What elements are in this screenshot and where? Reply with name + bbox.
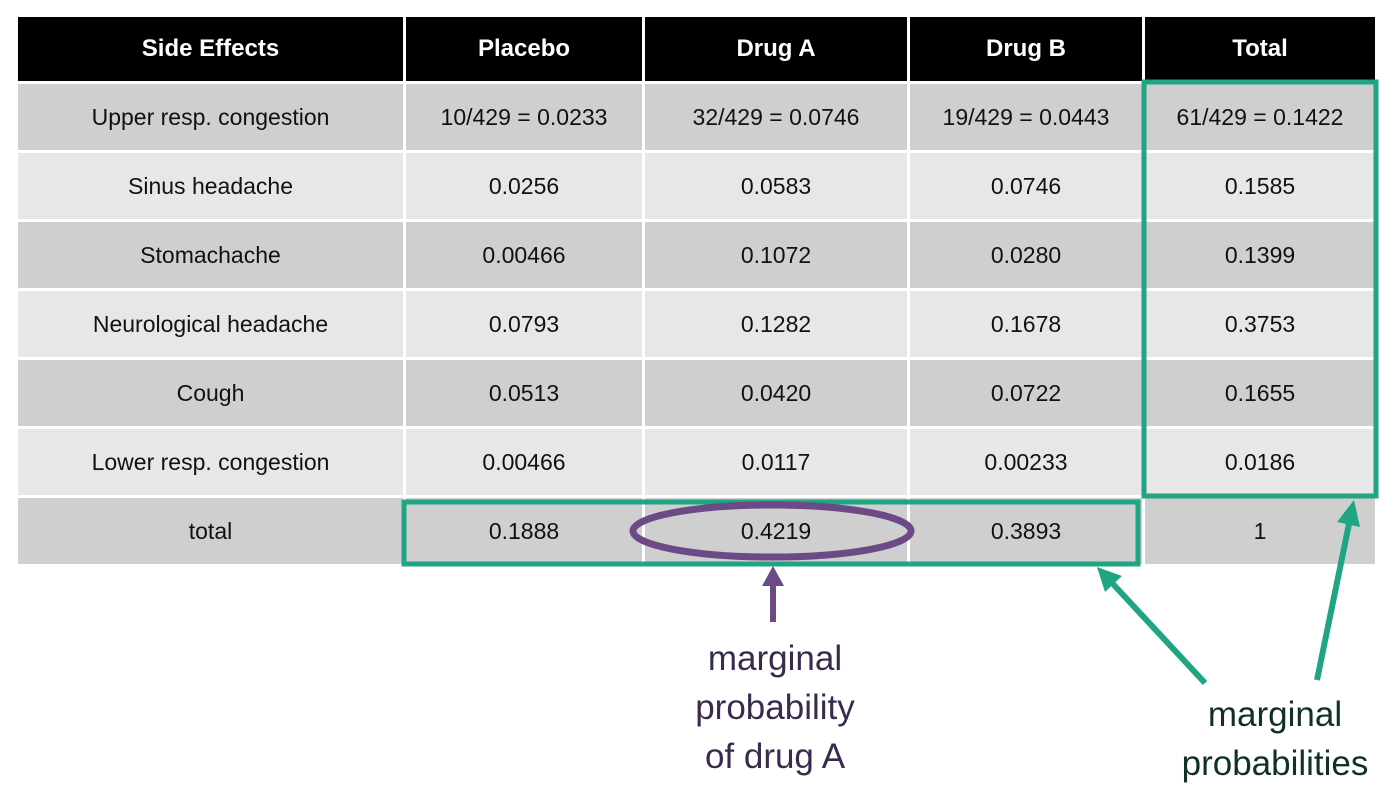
callout-line: marginal	[707, 639, 843, 678]
cell-drug-b: 0.1678	[910, 291, 1142, 357]
table-row: Cough 0.0513 0.0420 0.0722 0.1655	[18, 360, 1375, 426]
header-drug-b: Drug B	[910, 17, 1142, 81]
row-label: Stomachache	[18, 222, 403, 288]
row-label: Lower resp. congestion	[18, 429, 403, 495]
callout-line: marginal	[1207, 695, 1343, 734]
cell-drug-b: 0.0746	[910, 153, 1142, 219]
table-row: Neurological headache 0.0793 0.1282 0.16…	[18, 291, 1375, 357]
purple-arrow	[762, 566, 784, 622]
cell-placebo: 0.0793	[406, 291, 642, 357]
cell-drug-b: 0.0280	[910, 222, 1142, 288]
cell-drug-a: 0.1072	[645, 222, 907, 288]
row-label: Neurological headache	[18, 291, 403, 357]
cell-placebo: 0.0513	[406, 360, 642, 426]
cell-drug-b: 0.00233	[910, 429, 1142, 495]
cell-drug-a: 0.0117	[645, 429, 907, 495]
cell-drug-a: 0.0583	[645, 153, 907, 219]
table-row: Upper resp. congestion 10/429 = 0.0233 3…	[18, 84, 1375, 150]
row-label-total: total	[18, 498, 403, 564]
cell-drug-a-total: 0.4219	[645, 498, 907, 564]
total-row: total 0.1888 0.4219 0.3893 1	[18, 498, 1375, 564]
header-total: Total	[1145, 17, 1375, 81]
callout-line: probability	[695, 688, 855, 727]
callout-line: probabilities	[1181, 744, 1369, 783]
cell-placebo: 0.00466	[406, 429, 642, 495]
header-side-effects: Side Effects	[18, 17, 403, 81]
cell-total: 0.3753	[1145, 291, 1375, 357]
header-drug-a: Drug A	[645, 17, 907, 81]
row-label: Cough	[18, 360, 403, 426]
green-arrow-row	[1097, 567, 1208, 686]
table-row: Sinus headache 0.0256 0.0583 0.0746 0.15…	[18, 153, 1375, 219]
cell-total: 0.1585	[1145, 153, 1375, 219]
callout-line: of drug A	[704, 737, 846, 776]
cell-drug-a: 32/429 = 0.0746	[645, 84, 907, 150]
cell-drug-a: 0.1282	[645, 291, 907, 357]
table-row: Stomachache 0.00466 0.1072 0.0280 0.1399	[18, 222, 1375, 288]
drug-a-marginal-callout: marginal probability of drug A	[650, 634, 900, 781]
cell-drug-b: 0.0722	[910, 360, 1142, 426]
header-placebo: Placebo	[406, 17, 642, 81]
cell-total: 0.1655	[1145, 360, 1375, 426]
table-row: Lower resp. congestion 0.00466 0.0117 0.…	[18, 429, 1375, 495]
cell-placebo-total: 0.1888	[406, 498, 642, 564]
cell-total: 61/429 = 0.1422	[1145, 84, 1375, 150]
row-label: Upper resp. congestion	[18, 84, 403, 150]
cell-total: 0.1399	[1145, 222, 1375, 288]
header-row: Side Effects Placebo Drug A Drug B Total	[18, 17, 1375, 81]
cell-drug-a: 0.0420	[645, 360, 907, 426]
cell-total: 0.0186	[1145, 429, 1375, 495]
probability-table: Side Effects Placebo Drug A Drug B Total…	[15, 14, 1378, 567]
cell-grand-total: 1	[1145, 498, 1375, 564]
cell-drug-b: 19/429 = 0.0443	[910, 84, 1142, 150]
cell-placebo: 0.0256	[406, 153, 642, 219]
cell-drug-b-total: 0.3893	[910, 498, 1142, 564]
row-label: Sinus headache	[18, 153, 403, 219]
marginal-probabilities-callout: marginal probabilities	[1150, 690, 1400, 788]
cell-placebo: 0.00466	[406, 222, 642, 288]
cell-placebo: 10/429 = 0.0233	[406, 84, 642, 150]
